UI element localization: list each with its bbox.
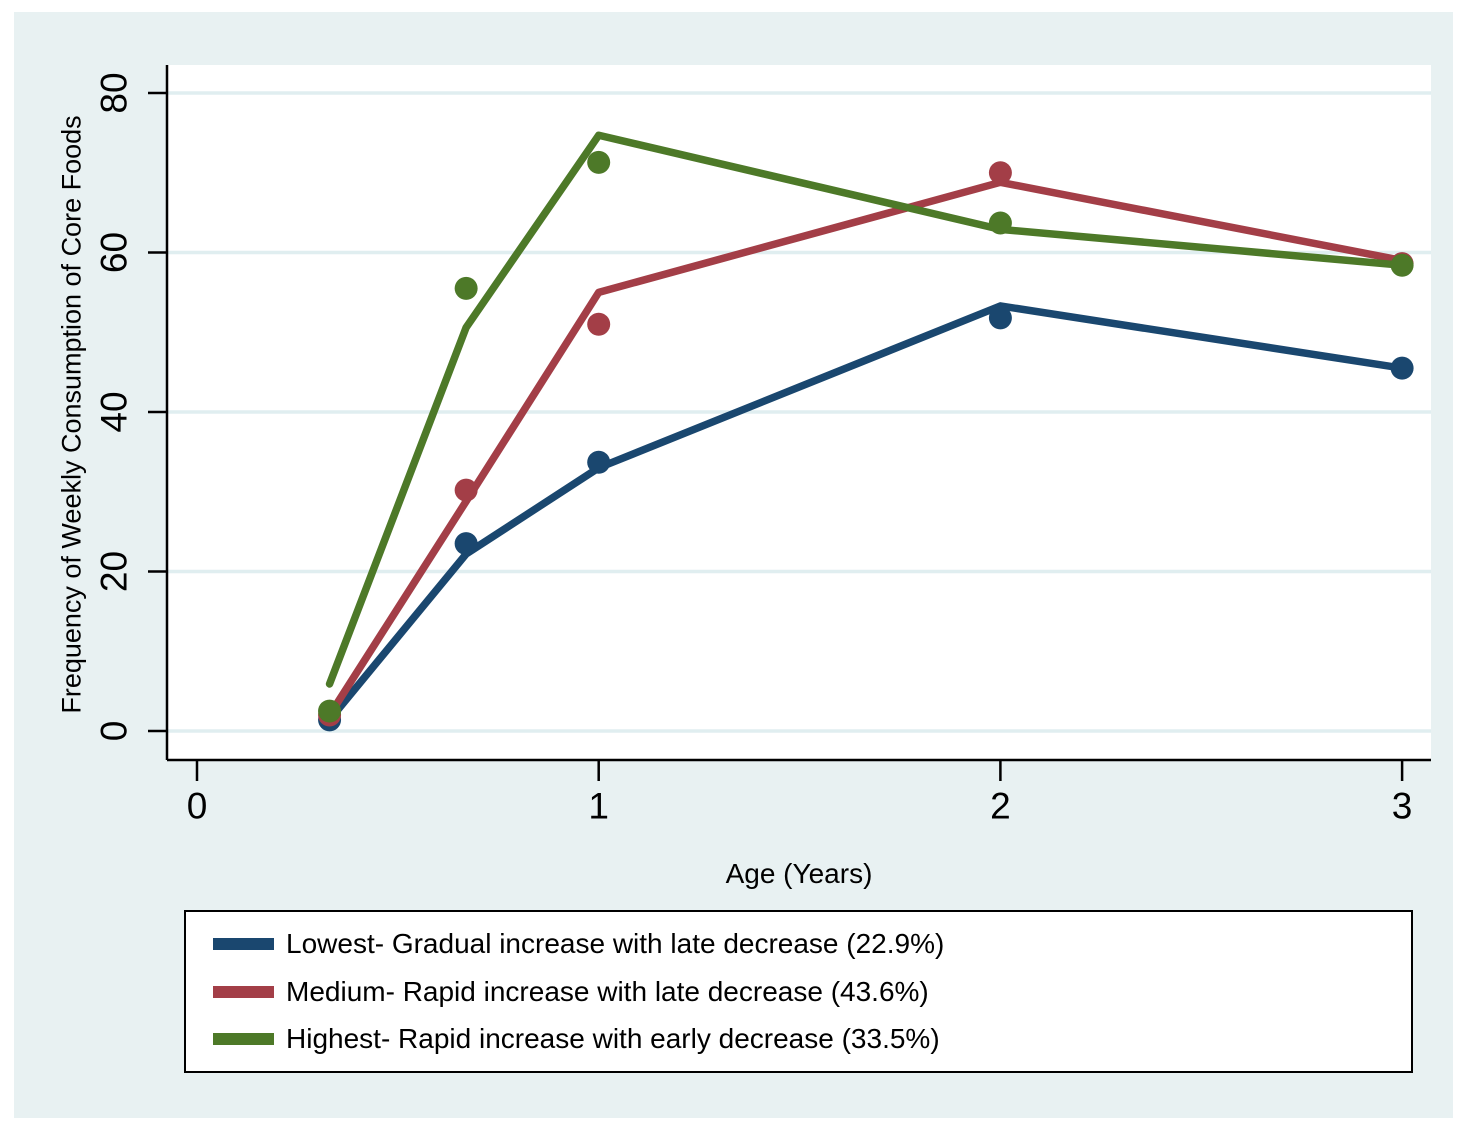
series-line-2 (325, 131, 1406, 688)
series-line-1 (325, 178, 1406, 719)
data-point-marker (587, 150, 611, 174)
x-tick-label: 2 (990, 785, 1011, 826)
data-point-marker (454, 532, 478, 556)
legend: Lowest- Gradual increase with late decre… (184, 910, 1413, 1073)
data-point-marker (454, 276, 478, 300)
legend-label-1: Medium- Rapid increase with late decreas… (286, 975, 929, 1007)
data-point-marker (1390, 253, 1414, 277)
line-chart: 0 20 40 60 80 0 1 2 3 (94, 65, 1431, 826)
legend-swatch-2 (213, 1032, 274, 1045)
y-tick-label: 60 (94, 232, 135, 273)
y-tick-label: 40 (94, 391, 135, 432)
y-axis-title: Frequency of Weekly Consumption of Core … (56, 115, 87, 714)
legend-swatch-0 (213, 938, 274, 951)
data-point-marker (988, 306, 1012, 330)
x-axis-title: Age (Years) (725, 858, 873, 889)
legend-row-0: Lowest- Gradual increase with late decre… (186, 928, 1411, 960)
legend-row-2: Highest- Rapid increase with early decre… (186, 1022, 1411, 1054)
legend-swatch-1 (213, 985, 274, 998)
data-point-marker (988, 161, 1012, 185)
x-tick-label: 1 (588, 785, 609, 826)
data-point-marker (587, 312, 611, 336)
graph-region: 0 20 40 60 80 0 1 2 3 Frequency of Weekly Consum… (14, 12, 1453, 1118)
y-tick-label: 20 (94, 551, 135, 592)
y-tick-label: 80 (94, 72, 135, 113)
data-point-marker (1390, 356, 1414, 380)
x-tick-label: 0 (187, 785, 208, 826)
legend-label-2: Highest- Rapid increase with early decre… (286, 1022, 940, 1054)
data-point-marker (454, 478, 478, 502)
legend-row-1: Medium- Rapid increase with late decreas… (186, 975, 1411, 1007)
x-tick-label: 3 (1392, 785, 1413, 826)
y-tick-label: 0 (94, 721, 135, 742)
legend-label-0: Lowest- Gradual increase with late decre… (286, 928, 945, 960)
data-point-marker (587, 450, 611, 474)
data-point-marker (988, 211, 1012, 235)
data-point-marker (318, 699, 342, 723)
